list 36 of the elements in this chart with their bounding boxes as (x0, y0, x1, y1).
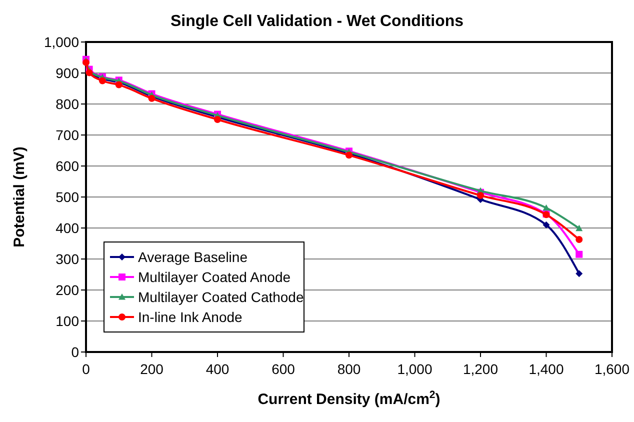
y-tick-label: 0 (71, 344, 80, 360)
x-axis-title: Current Density (mA/cm$^{2}$) (258, 389, 440, 408)
x-tick-label: 1,600 (594, 361, 630, 377)
point (576, 236, 583, 243)
y-tick-label: 500 (56, 188, 80, 205)
point (576, 224, 583, 232)
y-tick-label: 600 (56, 158, 80, 174)
legend-label: Multilayer Coated Anode (138, 268, 291, 285)
chart-title: Single Cell Validation - Wet Conditions (170, 13, 464, 30)
point (576, 270, 583, 278)
y-tick-label: 1,000 (44, 34, 80, 50)
point (477, 192, 484, 199)
point (214, 116, 221, 123)
point (542, 204, 550, 211)
x-tick-label: 1,000 (397, 361, 432, 377)
y-tick-label: 200 (56, 282, 80, 298)
y-tick-label: 800 (56, 96, 80, 112)
y-tick-label: 400 (56, 220, 80, 236)
legend-label: Multilayer Coated Cathode (138, 288, 304, 305)
x-tick-label: 200 (140, 361, 164, 377)
legend-label: Average Baseline (138, 248, 248, 265)
point (576, 250, 583, 258)
point (542, 221, 550, 228)
y-tick-label: 900 (56, 64, 80, 81)
x-tick-label: 800 (337, 361, 361, 377)
x-tick-label: 1,400 (528, 361, 564, 377)
x-tick-label: 0 (82, 361, 90, 377)
x-tick-label: 600 (272, 361, 296, 377)
legend-label: In-line Ink Anode (138, 308, 243, 325)
y-tick-label: 700 (56, 126, 80, 143)
point (115, 81, 122, 88)
x-tick-label: 1,200 (462, 361, 498, 377)
y-tick-label: 100 (56, 312, 80, 329)
y-tick-label: 300 (56, 250, 80, 267)
x-tick-label: 400 (206, 361, 230, 377)
y-axis-title: Potential (mV) (11, 146, 28, 248)
